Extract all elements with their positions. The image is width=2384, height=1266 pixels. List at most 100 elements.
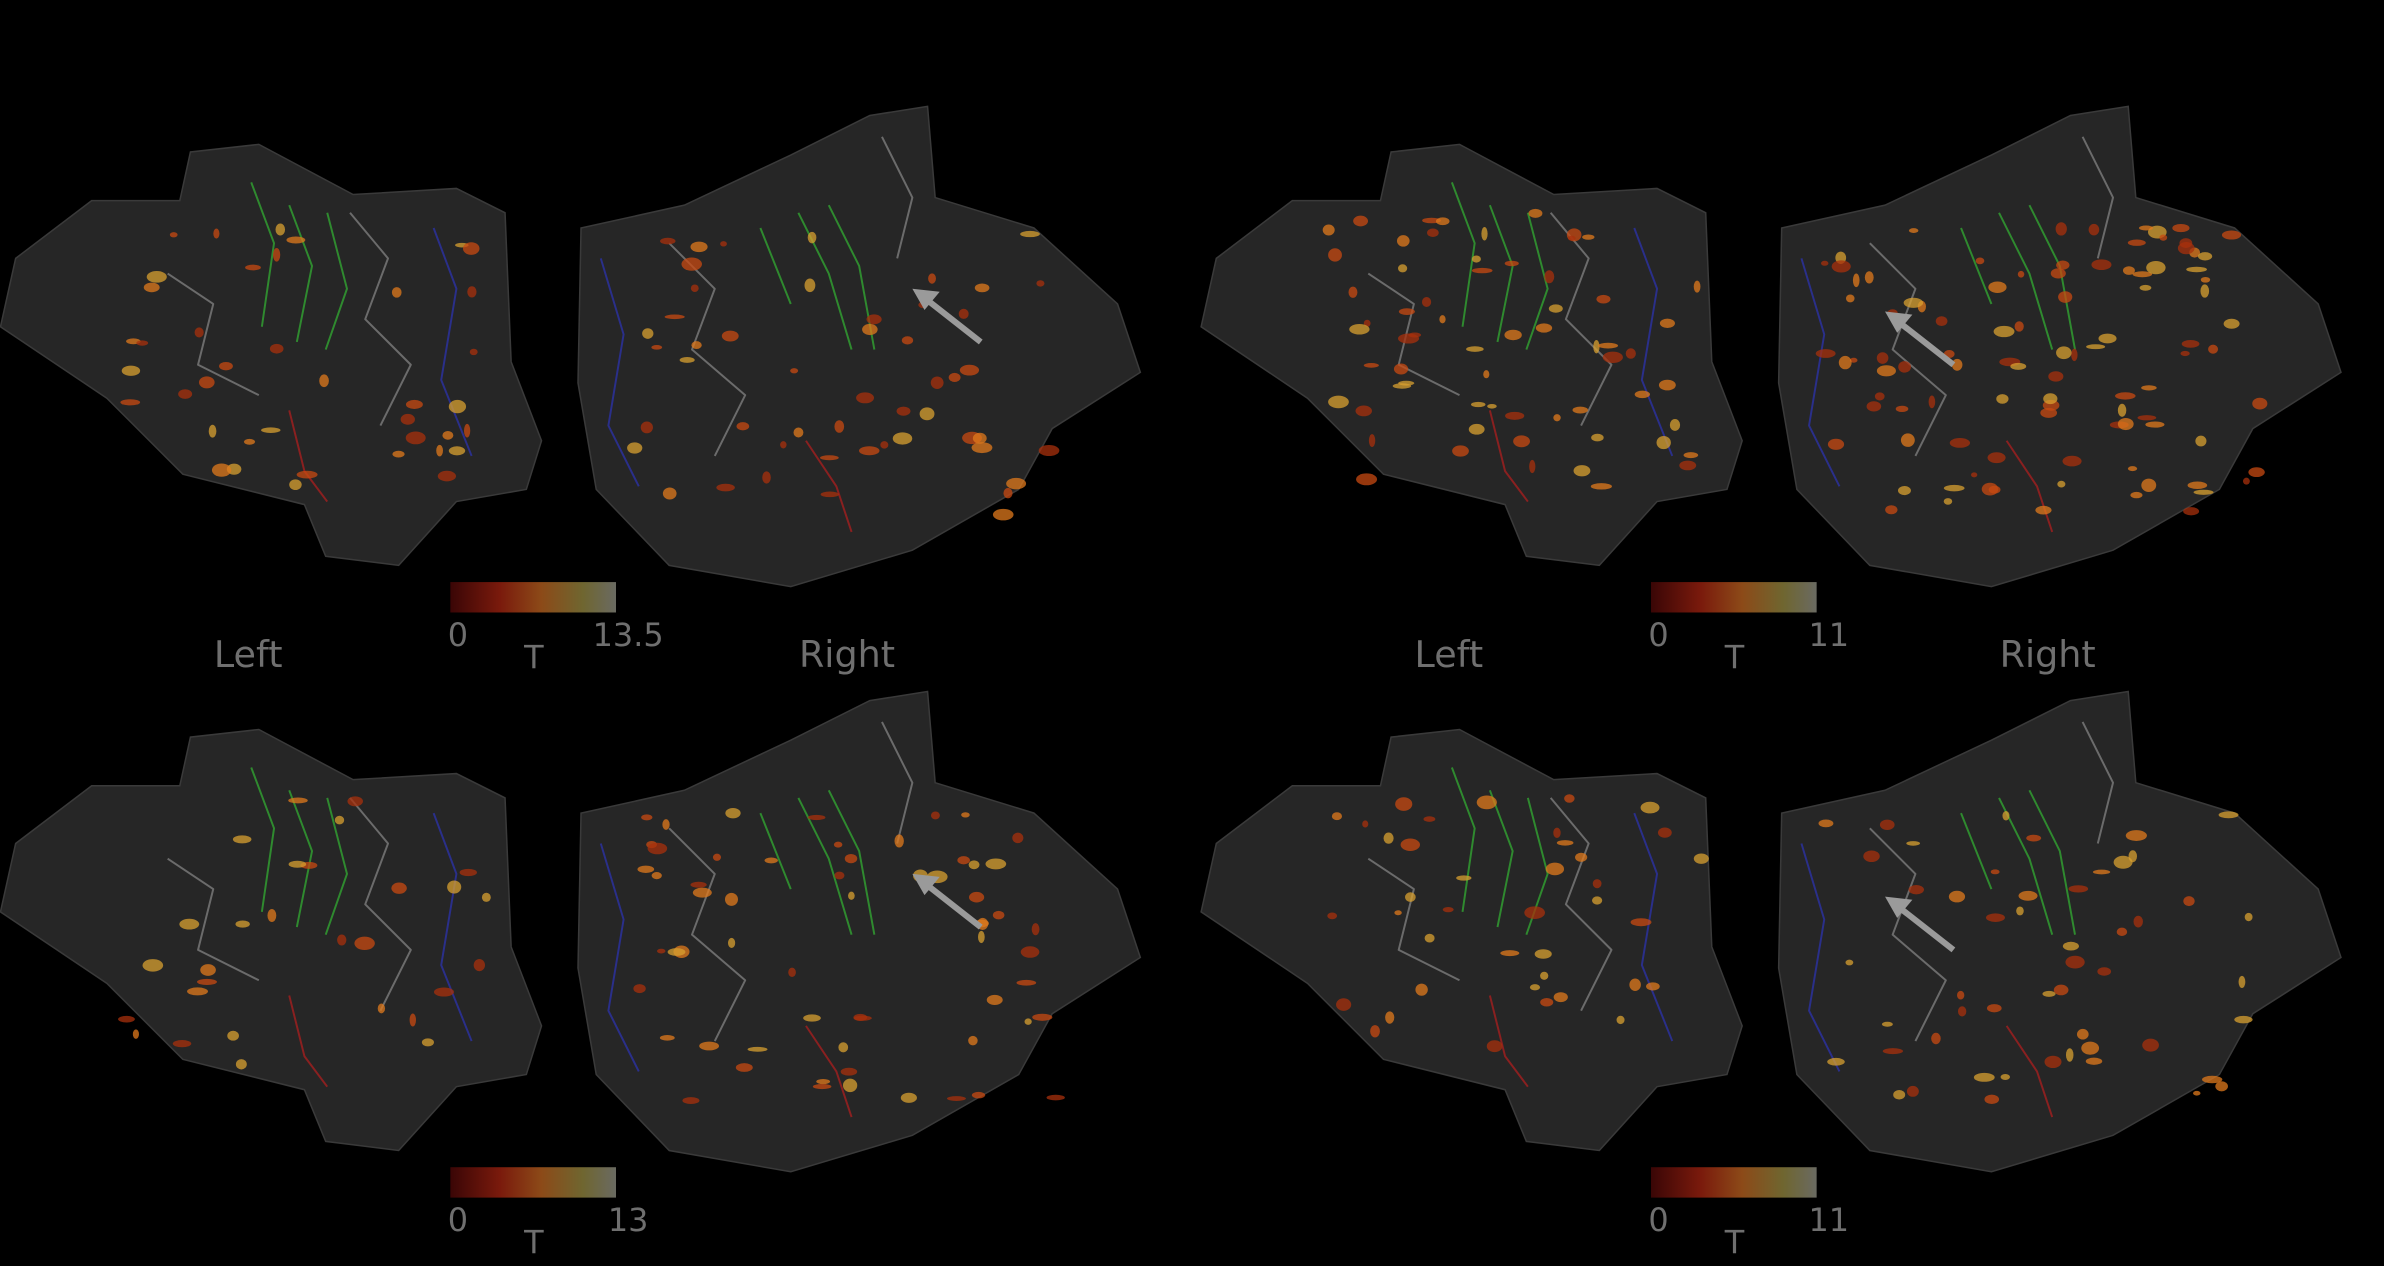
hemisphere-label: Right — [799, 633, 895, 676]
activation — [930, 376, 944, 389]
activation — [1981, 482, 1999, 496]
right-hemisphere — [577, 105, 1142, 588]
activation — [2002, 810, 2010, 821]
activation — [2208, 344, 2219, 354]
activation — [2062, 941, 2079, 951]
activation — [2091, 259, 2112, 271]
activation — [1024, 1018, 1032, 1025]
activation — [1529, 459, 1536, 474]
activation — [1452, 445, 1469, 457]
activation — [197, 978, 217, 985]
activation — [1876, 352, 1889, 364]
activation — [1906, 841, 1921, 846]
activation — [120, 399, 141, 406]
activation — [716, 483, 735, 492]
activation — [232, 835, 252, 844]
activation — [2116, 927, 2128, 937]
activation — [473, 959, 486, 972]
activation — [2238, 975, 2246, 988]
activation — [968, 860, 980, 870]
activation — [1852, 273, 1860, 288]
colorbar-label: T — [523, 639, 544, 677]
activation — [2183, 896, 2195, 907]
activation — [337, 934, 347, 946]
activation — [1659, 318, 1675, 329]
activation — [1468, 423, 1485, 435]
activation — [2187, 481, 2208, 490]
activation — [844, 853, 858, 864]
activation — [859, 446, 880, 456]
activation — [437, 470, 457, 482]
activation — [1640, 801, 1660, 814]
activation — [2197, 252, 2213, 261]
colorbar — [1650, 1167, 1817, 1198]
activation — [986, 994, 1003, 1005]
activation — [790, 368, 799, 374]
activation — [198, 376, 215, 389]
activation — [2014, 321, 2024, 332]
colorbar-tick-label: 0 — [448, 1201, 468, 1239]
activation — [977, 930, 985, 944]
activation — [657, 948, 666, 954]
left-hemisphere — [0, 143, 543, 567]
activation — [721, 330, 739, 342]
activation — [169, 232, 178, 238]
right-hemisphere — [1777, 105, 2342, 588]
activation — [136, 340, 149, 346]
activation — [664, 314, 685, 320]
activation — [334, 815, 345, 825]
activation — [647, 842, 668, 855]
activation — [1596, 294, 1611, 304]
activation — [2186, 266, 2207, 273]
activation — [1504, 329, 1522, 341]
activation — [2081, 1041, 2100, 1055]
activation — [862, 323, 878, 336]
activation — [2159, 234, 2168, 241]
left-hemisphere — [1200, 728, 1744, 1152]
activation — [1646, 982, 1660, 991]
activation — [2035, 505, 2052, 515]
activation — [1943, 498, 1953, 505]
activation — [1656, 435, 1671, 450]
activation — [2053, 984, 2069, 996]
activation — [1471, 255, 1481, 263]
activation — [679, 357, 695, 363]
activation — [1466, 346, 1484, 352]
activation — [1483, 370, 1490, 379]
activation — [662, 487, 677, 500]
arrow — [922, 880, 983, 930]
activation — [1572, 406, 1589, 414]
activation — [659, 1035, 675, 1041]
activation — [1553, 827, 1561, 839]
activation — [946, 1096, 966, 1101]
activation — [1975, 257, 1985, 265]
activation — [1573, 465, 1591, 477]
activation — [957, 856, 970, 865]
activation — [409, 1013, 417, 1027]
activation — [436, 444, 443, 457]
activation — [1845, 294, 1855, 303]
activation — [1845, 959, 1854, 966]
colorbar-label: T — [1724, 1224, 1745, 1262]
activation — [1396, 235, 1410, 247]
activation — [985, 858, 1007, 870]
activation — [1435, 217, 1450, 226]
activation — [2139, 225, 2154, 231]
activation — [747, 1046, 768, 1052]
activation — [405, 399, 423, 410]
activation — [1400, 838, 1420, 851]
activation — [2016, 906, 2024, 916]
activation — [1394, 910, 1402, 916]
activation — [391, 287, 402, 298]
activation — [1897, 485, 1911, 496]
activation — [2221, 230, 2242, 240]
activation — [834, 420, 845, 433]
activation — [1885, 505, 1898, 515]
activation — [1831, 260, 1851, 273]
activation — [243, 438, 256, 445]
activation — [213, 228, 220, 239]
activation — [1368, 434, 1376, 448]
activation — [1986, 1004, 2002, 1013]
activation — [2215, 1081, 2228, 1092]
activation — [275, 223, 286, 236]
